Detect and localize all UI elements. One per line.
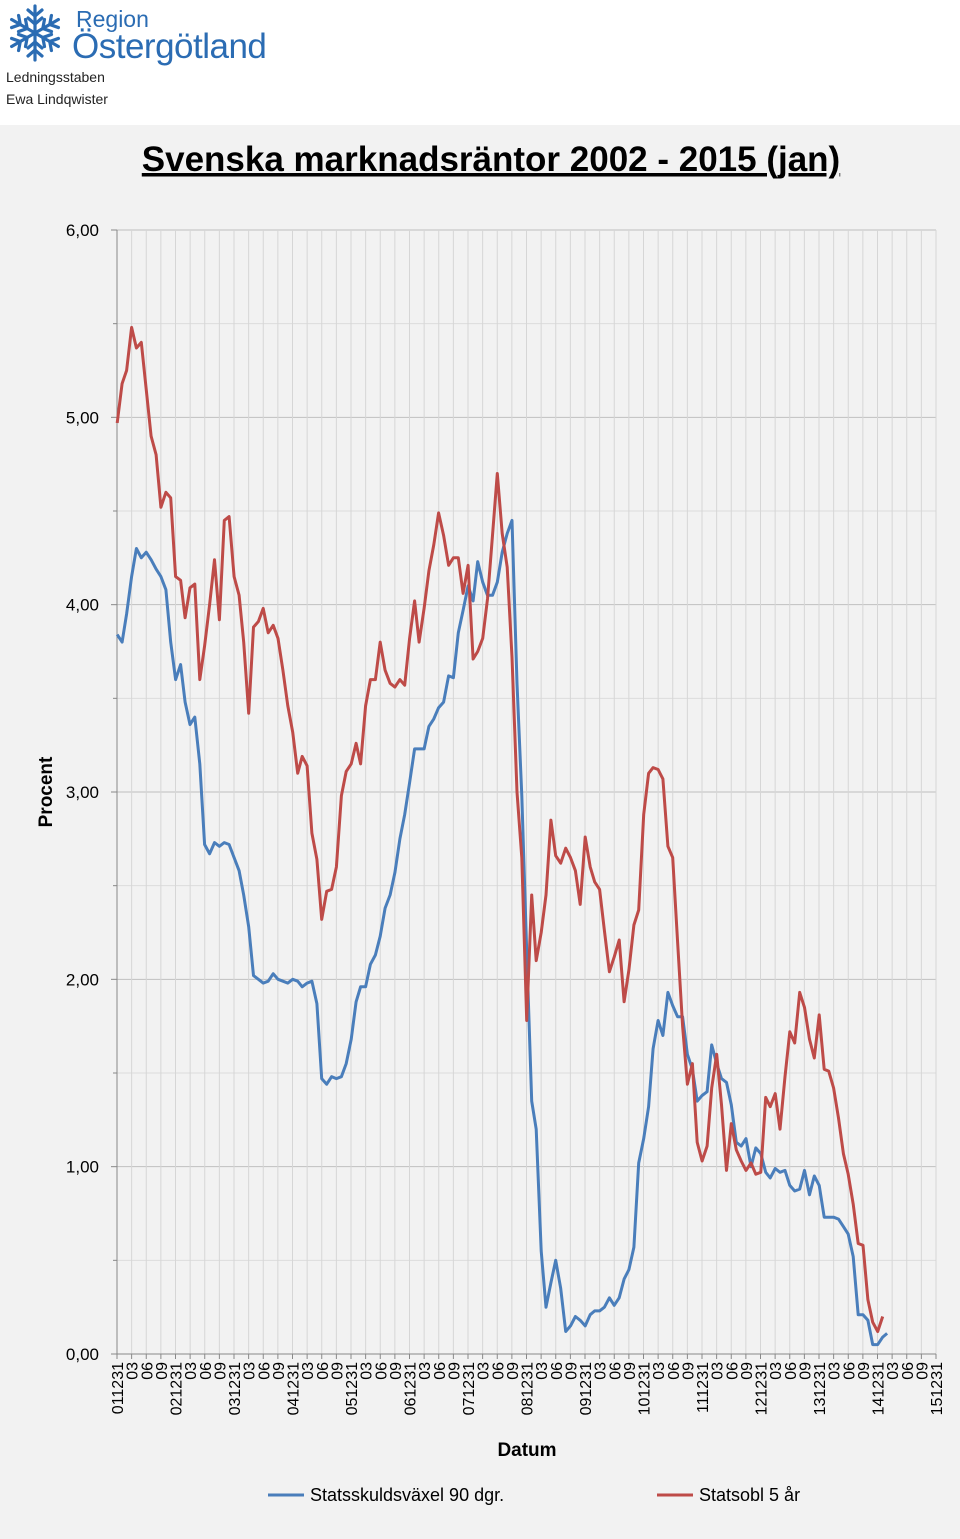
legend: Statsskuldsväxel 90 dgr. Statsobl 5 år bbox=[268, 1485, 800, 1505]
x-tick-label: 091231 bbox=[578, 1362, 595, 1415]
x-tick-label: 151231 bbox=[929, 1362, 946, 1415]
legend-label: Statsskuldsväxel 90 dgr. bbox=[310, 1485, 504, 1505]
x-tick-label: 09 bbox=[856, 1362, 873, 1380]
org-name-region: Region bbox=[76, 6, 149, 32]
x-tick-label: 03 bbox=[827, 1362, 844, 1380]
series-line bbox=[115, 325, 885, 1333]
x-tick-label: 03 bbox=[768, 1362, 785, 1380]
x-tick-label: 03 bbox=[125, 1362, 142, 1380]
x-tick-label: 021231 bbox=[169, 1362, 186, 1415]
y-tick-label: 5,00 bbox=[66, 408, 99, 427]
x-tick-label: 06 bbox=[549, 1362, 566, 1380]
x-tick-label: 09 bbox=[680, 1362, 697, 1380]
x-tick-label: 03 bbox=[593, 1362, 610, 1380]
x-tick-label: 03 bbox=[534, 1362, 551, 1380]
x-tick-label: 06 bbox=[490, 1362, 507, 1380]
x-tick-label: 03 bbox=[359, 1362, 376, 1380]
x-tick-label: 121231 bbox=[754, 1362, 771, 1415]
x-tick-label: 06 bbox=[432, 1362, 449, 1380]
x-tick-label: 03 bbox=[300, 1362, 317, 1380]
x-tick-label: 09 bbox=[739, 1362, 756, 1380]
y-tick-label: 2,00 bbox=[66, 970, 99, 989]
x-tick-label: 09 bbox=[154, 1362, 171, 1380]
y-axis: 0,00 1,00 2,00 3,00 4,00 5,00 6,00 bbox=[66, 221, 118, 1364]
x-tick-label: 03 bbox=[651, 1362, 668, 1380]
x-tick-label: 06 bbox=[315, 1362, 332, 1380]
x-tick-label: 141231 bbox=[871, 1362, 888, 1415]
author-label: Ewa Lindqwister bbox=[6, 91, 108, 107]
x-tick-label: 03 bbox=[242, 1362, 259, 1380]
letterhead: Region Östergötland Ledningsstaben Ewa L… bbox=[0, 0, 960, 125]
y-tick-label: 0,00 bbox=[66, 1345, 99, 1364]
x-axis: 0112310306090212310306090312310306090412… bbox=[110, 1353, 946, 1415]
x-tick-label: 09 bbox=[563, 1362, 580, 1380]
x-tick-label: 051231 bbox=[344, 1362, 361, 1415]
x-tick-label: 071231 bbox=[461, 1362, 478, 1415]
chart-area bbox=[0, 125, 960, 1539]
x-tick-label: 131231 bbox=[812, 1362, 829, 1415]
x-tick-label: 09 bbox=[212, 1362, 229, 1380]
x-tick-label: 06 bbox=[256, 1362, 273, 1380]
x-tick-label: 101231 bbox=[637, 1362, 654, 1415]
y-axis-title: Procent bbox=[36, 756, 57, 827]
snowflake-logo-icon bbox=[6, 4, 64, 62]
x-tick-label: 09 bbox=[797, 1362, 814, 1380]
x-tick-label: 111231 bbox=[695, 1362, 712, 1413]
x-tick-label: 06 bbox=[198, 1362, 215, 1380]
x-tick-label: 06 bbox=[900, 1362, 917, 1380]
x-tick-label: 03 bbox=[885, 1362, 902, 1380]
x-tick-label: 081231 bbox=[520, 1362, 537, 1415]
x-tick-label: 09 bbox=[271, 1362, 288, 1380]
x-tick-label: 06 bbox=[139, 1362, 156, 1380]
series-lines bbox=[115, 325, 889, 1347]
x-tick-label: 061231 bbox=[403, 1362, 420, 1415]
x-tick-label: 06 bbox=[724, 1362, 741, 1380]
x-axis-title: Datum bbox=[497, 1440, 556, 1461]
x-tick-label: 09 bbox=[622, 1362, 639, 1380]
chart-grid bbox=[116, 229, 937, 1355]
x-tick-label: 06 bbox=[607, 1362, 624, 1380]
x-tick-label: 03 bbox=[183, 1362, 200, 1380]
y-tick-label: 3,00 bbox=[66, 783, 99, 802]
x-tick-label: 03 bbox=[710, 1362, 727, 1380]
x-tick-label: 06 bbox=[373, 1362, 390, 1380]
series-line bbox=[115, 518, 889, 1347]
y-tick-label: 6,00 bbox=[66, 221, 99, 240]
x-tick-label: 06 bbox=[783, 1362, 800, 1380]
x-tick-label: 06 bbox=[666, 1362, 683, 1380]
x-tick-label: 09 bbox=[329, 1362, 346, 1380]
chart-title: Svenska marknadsräntor 2002 - 2015 (jan) bbox=[142, 140, 840, 179]
legend-label: Statsobl 5 år bbox=[699, 1485, 800, 1505]
x-tick-label: 011231 bbox=[110, 1362, 127, 1414]
x-tick-label: 09 bbox=[914, 1362, 931, 1380]
x-tick-label: 09 bbox=[446, 1362, 463, 1380]
x-tick-label: 03 bbox=[417, 1362, 434, 1380]
x-tick-label: 031231 bbox=[227, 1362, 244, 1415]
y-tick-label: 4,00 bbox=[66, 596, 99, 615]
x-tick-label: 041231 bbox=[286, 1362, 303, 1415]
x-tick-label: 06 bbox=[841, 1362, 858, 1380]
x-tick-label: 09 bbox=[388, 1362, 405, 1380]
x-tick-label: 03 bbox=[476, 1362, 493, 1380]
y-tick-label: 1,00 bbox=[66, 1158, 99, 1177]
x-tick-label: 09 bbox=[505, 1362, 522, 1380]
org-name-ostergotland: Östergötland bbox=[72, 27, 267, 66]
department-label: Ledningsstaben bbox=[6, 69, 105, 85]
